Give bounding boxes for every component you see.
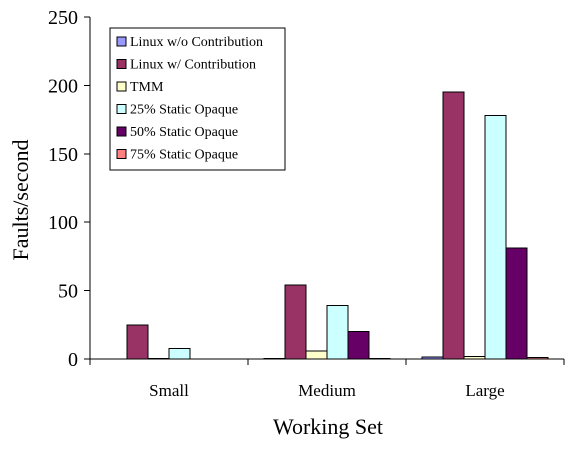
y-tick-label: 0 xyxy=(68,349,78,371)
bar-medium-series-3 xyxy=(305,350,328,360)
y-axis-title: Faults/second xyxy=(8,140,33,261)
y-tick-label: 50 xyxy=(58,281,78,303)
legend-label: TMM xyxy=(130,80,164,95)
x-category-label: Small xyxy=(149,381,189,400)
legend-swatch xyxy=(116,81,127,92)
bar-small-series-2 xyxy=(126,324,149,360)
legend-label: 50% Static Opaque xyxy=(130,125,238,140)
x-category-label: Medium xyxy=(298,381,356,400)
legend-label: 75% Static Opaque xyxy=(130,148,238,163)
bar-small-series-4 xyxy=(168,348,191,360)
legend-swatch xyxy=(116,36,127,47)
bar-large-series-2 xyxy=(442,91,465,360)
y-tick-label: 100 xyxy=(48,212,78,234)
bar-medium-series-4 xyxy=(326,305,349,360)
legend-swatch xyxy=(116,59,127,69)
legend-swatch xyxy=(116,126,127,137)
legend-swatch xyxy=(116,149,127,159)
x-axis-title: Working Set xyxy=(273,414,383,439)
x-category-labels: Small Medium Large xyxy=(149,381,505,400)
bar-large-series-5 xyxy=(505,247,528,360)
y-tick-label: 150 xyxy=(48,144,78,166)
chart-legend: Linux w/o Contribution Linux w/ Contribut… xyxy=(109,27,286,171)
legend-swatch xyxy=(116,104,127,114)
bar-large-series-4 xyxy=(484,115,507,360)
bar-medium-series-2 xyxy=(284,284,307,360)
legend-label: Linux w/o Contribution xyxy=(130,35,263,50)
y-tick-label: 200 xyxy=(48,75,78,97)
bar-medium-series-5 xyxy=(347,331,370,360)
legend-label: 25% Static Opaque xyxy=(130,103,238,118)
legend-box xyxy=(109,27,286,171)
chart-axes xyxy=(84,16,565,365)
y-tick-labels: 0 50 100 150 200 250 xyxy=(48,7,78,371)
y-tick-label: 250 xyxy=(48,7,78,29)
x-category-label: Large xyxy=(465,381,504,400)
legend-label: Linux w/ Contribution xyxy=(130,58,256,73)
